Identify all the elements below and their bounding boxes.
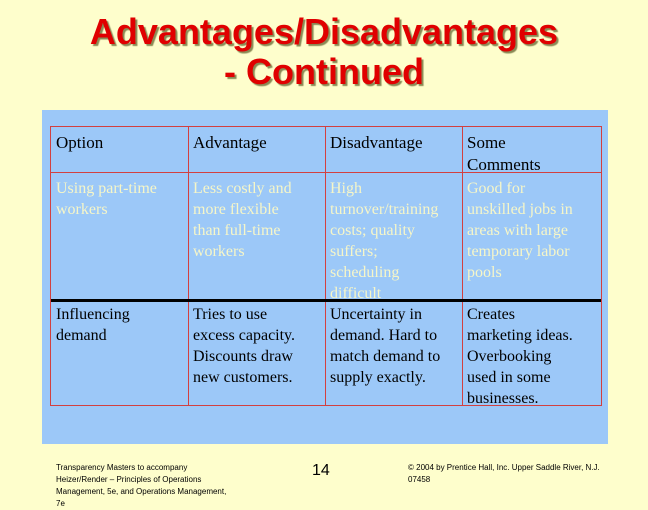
column-divider	[325, 126, 326, 406]
row-divider-bold	[51, 299, 601, 302]
title-line-1: Advantages/Disadvantages	[89, 11, 559, 52]
row2-disadvantage: Uncertainty in demand. Hard to match dem…	[330, 306, 441, 386]
column-divider	[462, 126, 463, 406]
title-line-2: - Continued	[224, 51, 424, 92]
footer-left: Transparency Masters to accompany Heizer…	[56, 463, 227, 508]
column-divider	[188, 126, 189, 406]
slide-title: Advantages/Disadvantages - Continued	[0, 12, 648, 92]
page-number: 14	[312, 462, 330, 479]
header-comments: Some Comments	[467, 133, 541, 174]
row2-option: Influencing demand	[56, 306, 130, 344]
footer-right: © 2004 by Prentice Hall, Inc. Upper Sadd…	[408, 463, 600, 484]
row2-advantage: Tries to use excess capacity. Discounts …	[193, 306, 296, 386]
row1-option: Using part-time workers	[56, 180, 157, 218]
header-option: Option	[56, 133, 104, 152]
header-disadvantage: Disadvantage	[330, 133, 423, 152]
row-divider	[51, 126, 601, 127]
row1-comments: Good for unskilled jobs in areas with la…	[467, 180, 573, 281]
header-advantage: Advantage	[193, 133, 267, 152]
row1-disadvantage: High turnover/training costs; quality su…	[330, 180, 439, 302]
row2-comments: Creates marketing ideas. Overbooking use…	[467, 306, 573, 407]
row-divider	[51, 172, 601, 173]
row1-advantage: Less costly and more flexible than full-…	[193, 180, 292, 260]
comparison-table: Option Advantage Disadvantage Some Comme…	[50, 126, 602, 407]
row-divider	[51, 405, 601, 406]
